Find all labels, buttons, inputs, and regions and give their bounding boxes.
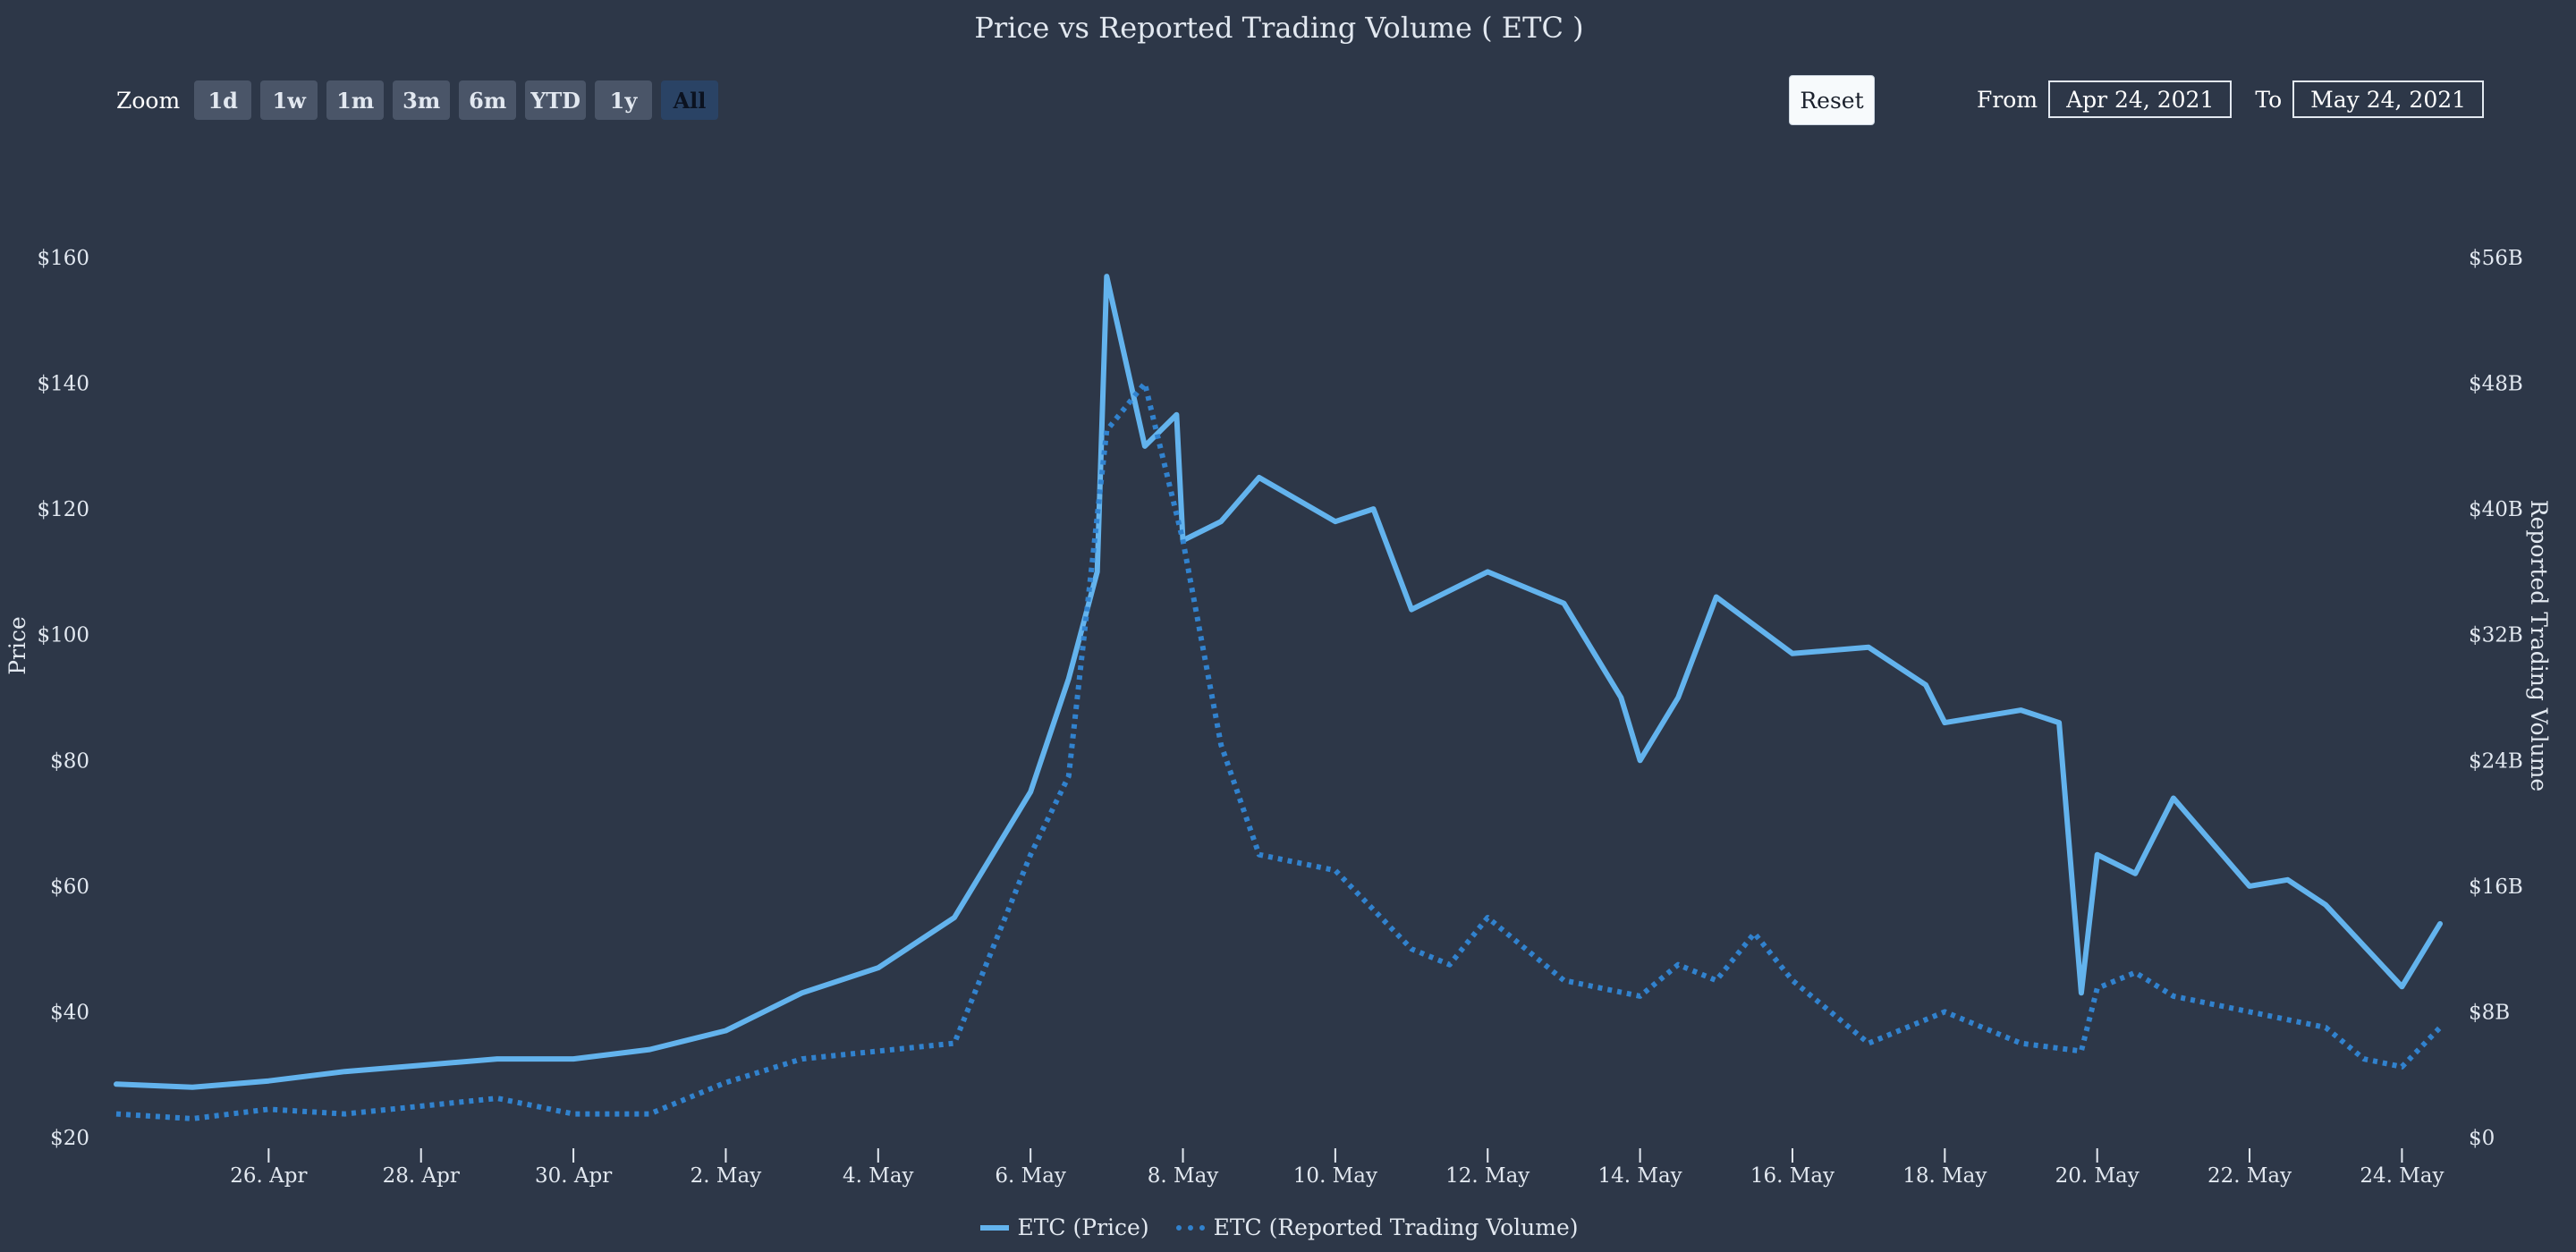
legend-label-volume: ETC (Reported Trading Volume): [1213, 1214, 1579, 1240]
left-tick-label: $120: [37, 498, 89, 521]
right-tick-label: $8B: [2469, 1001, 2510, 1024]
price-series-line: [114, 274, 2443, 1090]
x-tick-label: 8. May: [1148, 1164, 1219, 1188]
left-axis-ticks: $20 $40 $60 $80 $100 $120 $140 $160: [37, 247, 89, 1150]
left-tick-label: $80: [50, 749, 89, 773]
x-tick-label: 12. May: [1445, 1164, 1530, 1188]
x-tick-label: 30. Apr: [535, 1164, 612, 1188]
x-tick-label: 6. May: [995, 1164, 1066, 1188]
left-tick-label: $140: [37, 373, 89, 396]
zoom-label: Zoom: [116, 87, 181, 114]
x-tick-label: 4. May: [843, 1164, 914, 1188]
zoom-1d-button[interactable]: 1d: [194, 80, 252, 120]
to-date-input[interactable]: May 24, 2021: [2292, 80, 2485, 118]
right-axis-title: Reported Trading Volume: [2526, 500, 2552, 791]
x-tick-label: 24. May: [2360, 1164, 2444, 1188]
zoom-1w-button[interactable]: 1w: [260, 80, 318, 120]
left-tick-label: $160: [37, 247, 89, 270]
from-label: From: [1977, 86, 2038, 113]
left-tick-label: $60: [50, 876, 89, 899]
x-tick-label: 14. May: [1598, 1164, 1682, 1188]
legend-swatch-price: [979, 1224, 1009, 1231]
x-tick-label: 22. May: [2207, 1164, 2292, 1188]
x-tick-label: 10. May: [1293, 1164, 1377, 1188]
zoom-bar: Zoom 1d 1w 1m 3m 6m YTD 1y All: [116, 80, 718, 120]
legend-label-price: ETC (Price): [1017, 1214, 1149, 1240]
left-tick-label: $40: [50, 1001, 89, 1024]
x-axis: 26. Apr 28. Apr 30. Apr 2. May 4. May 6. May 8…: [230, 1148, 2444, 1188]
zoom-all-button[interactable]: All: [661, 80, 718, 120]
series-layer: [114, 274, 2443, 1121]
zoom-1y-button[interactable]: 1y: [595, 80, 652, 120]
zoom-3m-button[interactable]: 3m: [393, 80, 451, 120]
right-tick-label: $16B: [2469, 876, 2523, 899]
zoom-6m-button[interactable]: 6m: [459, 80, 517, 120]
x-tick-label: 20. May: [2055, 1164, 2140, 1188]
left-tick-label: $20: [50, 1127, 89, 1150]
x-tick-label: 28. Apr: [383, 1164, 460, 1188]
x-tick-label: 2. May: [691, 1164, 762, 1188]
zoom-1m-button[interactable]: 1m: [326, 80, 385, 120]
volume-series-line: [115, 380, 2443, 1121]
right-axis-ticks: $0 $8B $16B $24B $32B $40B $48B $56B: [2469, 247, 2523, 1150]
right-tick-label: $56B: [2469, 247, 2523, 270]
date-range-selector: From Apr 24, 2021 To May 24, 2021: [1977, 80, 2485, 118]
chart-title: Price vs Reported Trading Volume ( ETC ): [974, 11, 1584, 45]
legend-swatch-volume: [1175, 1224, 1205, 1231]
x-tick-label: 18. May: [1902, 1164, 1987, 1188]
left-tick-label: $100: [37, 624, 89, 647]
legend: ETC (Price) ETC (Reported Trading Volume…: [0, 1214, 2558, 1240]
right-tick-label: $48B: [2469, 373, 2523, 396]
left-axis-title: Price: [4, 616, 30, 675]
x-tick-label: 26. Apr: [230, 1164, 307, 1188]
right-tick-label: $40B: [2469, 498, 2523, 521]
right-tick-label: $0: [2469, 1127, 2495, 1150]
to-label: To: [2255, 86, 2283, 113]
zoom-ytd-button[interactable]: YTD: [525, 80, 586, 120]
from-date-input[interactable]: Apr 24, 2021: [2048, 80, 2233, 118]
right-tick-label: $24B: [2469, 749, 2523, 773]
right-tick-label: $32B: [2469, 624, 2523, 647]
x-tick-label: 16. May: [1750, 1164, 1835, 1188]
reset-button[interactable]: Reset: [1789, 75, 1875, 125]
legend-item-volume[interactable]: ETC (Reported Trading Volume): [1175, 1214, 1579, 1240]
legend-item-price[interactable]: ETC (Price): [979, 1214, 1149, 1240]
